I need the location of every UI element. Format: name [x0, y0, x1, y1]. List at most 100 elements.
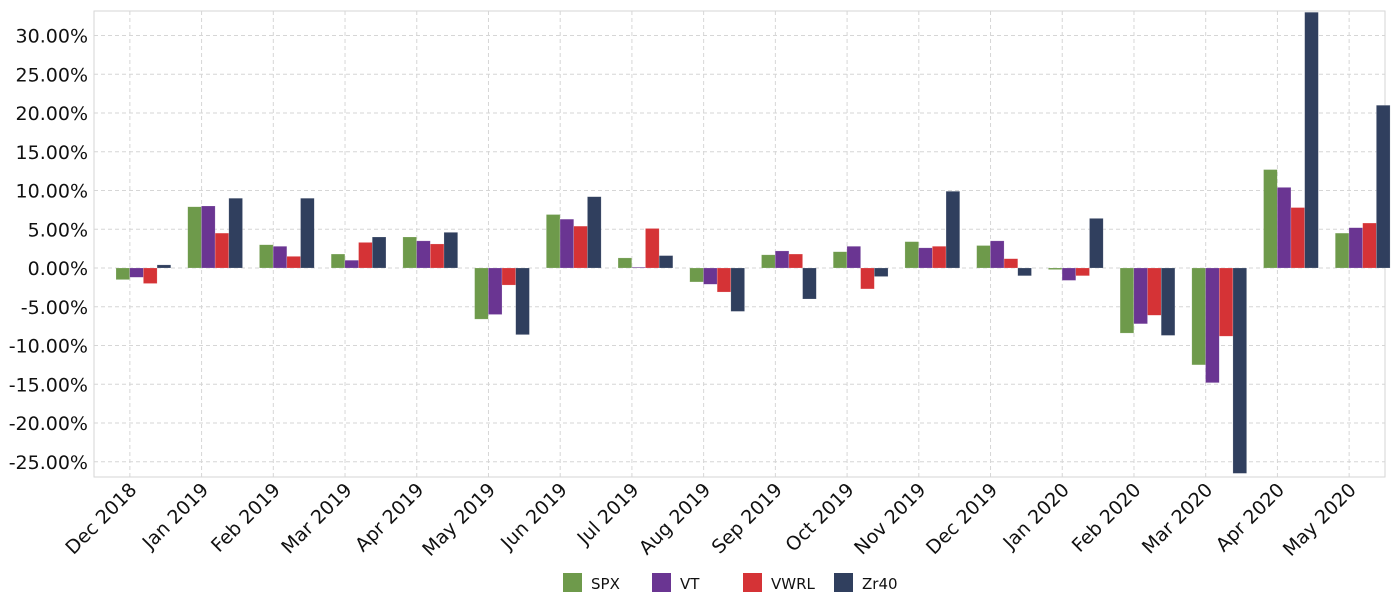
bar-zr40-mar-2019 [372, 236, 387, 269]
bar-zr40-mar-2020 [1232, 267, 1247, 474]
bar-spx-aug-2019 [689, 267, 704, 283]
bar-zr40-jul-2019 [658, 255, 674, 269]
bar-vt-oct-2019 [846, 246, 861, 269]
x-tick-label: Apr 2020 [1212, 479, 1289, 556]
x-tick-label: Feb 2019 [207, 479, 285, 557]
y-tick-label: -25.00% [9, 452, 88, 474]
bar-vwrl-feb-2019 [286, 256, 301, 269]
x-tick-label: Jan 2019 [138, 479, 213, 554]
bar-vwrl-mar-2019 [358, 242, 373, 269]
bar-vt-jul-2019 [631, 266, 646, 269]
plot-frame [93, 10, 1386, 478]
bar-spx-feb-2020 [1119, 267, 1135, 334]
x-tick-label: May 2019 [418, 479, 500, 561]
bar-spx-apr-2019 [402, 236, 417, 269]
bar-vt-apr-2019 [416, 240, 431, 269]
bar-vwrl-feb-2020 [1147, 267, 1162, 316]
bar-vt-dec-2019 [990, 240, 1005, 269]
legend-label: VWRL [771, 575, 816, 593]
grid-lines [93, 10, 1386, 478]
bar-vwrl-oct-2019 [860, 267, 875, 290]
bar-spx-mar-2019 [330, 253, 346, 269]
bar-vwrl-nov-2019 [932, 246, 947, 269]
y-tick-label: 0.00% [28, 258, 88, 280]
bar-vt-jun-2019 [559, 218, 574, 269]
bar-zr40-dec-2019 [1017, 267, 1032, 276]
x-tick-label: Oct 2019 [781, 479, 858, 556]
x-tick-label: Jul 2019 [573, 479, 644, 550]
bar-spx-may-2019 [474, 267, 489, 320]
y-tick-label: 25.00% [16, 64, 88, 86]
x-tick-label: Nov 2019 [850, 479, 930, 559]
x-tick-label: Feb 2020 [1068, 479, 1146, 557]
bar-vwrl-may-2019 [501, 267, 516, 286]
bar-spx-jun-2019 [546, 214, 561, 269]
legend-swatch [563, 573, 582, 592]
bar-spx-jan-2019 [187, 206, 202, 269]
bar-spx-sep-2019 [761, 254, 776, 269]
bar-zr40-sep-2019 [802, 267, 817, 300]
bar-vt-jan-2019 [201, 205, 216, 269]
bar-vt-jan-2020 [1061, 267, 1077, 281]
bar-zr40-feb-2019 [300, 198, 315, 269]
y-tick-label: -20.00% [9, 413, 88, 435]
legend-label: Zr40 [862, 575, 898, 593]
bar-vt-mar-2020 [1205, 267, 1220, 383]
bar-vwrl-sep-2019 [788, 253, 803, 269]
bar-vt-may-2020 [1348, 227, 1363, 269]
bar-spx-may-2020 [1335, 232, 1350, 269]
bar-zr40-nov-2019 [945, 191, 960, 269]
x-tick-label: Sep 2019 [708, 479, 787, 558]
legend-swatch [834, 573, 853, 592]
bar-spx-apr-2020 [1263, 169, 1278, 269]
y-tick-label: 20.00% [16, 103, 88, 125]
bar-vwrl-jul-2019 [645, 228, 660, 269]
bar-vwrl-jan-2020 [1075, 267, 1090, 276]
legend-label: SPX [591, 575, 620, 593]
legend-swatch [743, 573, 762, 592]
bar-vt-sep-2019 [774, 250, 790, 269]
bar-vt-nov-2019 [918, 247, 933, 269]
bar-vwrl-jun-2019 [573, 225, 588, 269]
bar-spx-dec-2018 [115, 267, 130, 280]
legend-item-vwrl: VWRL [743, 573, 816, 593]
bar-vwrl-dec-2018 [143, 267, 158, 284]
x-tick-label: Apr 2019 [351, 479, 428, 556]
x-tick-label: May 2020 [1279, 479, 1361, 561]
bar-zr40-jan-2019 [228, 198, 243, 269]
y-tick-label: 5.00% [28, 219, 88, 241]
bars [115, 12, 1391, 474]
bar-spx-nov-2019 [904, 241, 919, 269]
bar-zr40-may-2020 [1376, 105, 1391, 269]
bar-spx-mar-2020 [1191, 267, 1206, 366]
y-tick-label: 10.00% [16, 181, 88, 203]
legend-label: VT [680, 575, 700, 593]
bar-vt-feb-2020 [1133, 267, 1148, 325]
y-tick-label: 30.00% [16, 26, 88, 48]
bar-vwrl-dec-2019 [1003, 258, 1019, 269]
legend-swatch [652, 573, 671, 592]
x-tick-label: Dec 2019 [922, 479, 1002, 559]
y-tick-label: -15.00% [9, 374, 88, 396]
legend: SPX VT VWRL Zr40 [563, 573, 898, 593]
bar-vwrl-apr-2020 [1290, 207, 1305, 269]
legend-item-zr40: Zr40 [834, 573, 898, 593]
bar-vt-mar-2019 [344, 260, 359, 269]
bar-vwrl-mar-2020 [1218, 267, 1234, 337]
y-tick-label: -5.00% [21, 297, 88, 319]
x-tick-label: Dec 2018 [61, 479, 141, 559]
bar-spx-feb-2019 [259, 244, 274, 269]
bar-spx-dec-2019 [976, 245, 991, 269]
bar-vwrl-may-2020 [1362, 222, 1377, 269]
x-tick-label: Mar 2019 [277, 479, 356, 558]
bar-vwrl-aug-2019 [716, 267, 732, 293]
x-tick-label: Jan 2020 [998, 479, 1073, 554]
legend-item-spx: SPX [563, 573, 620, 593]
bar-vt-aug-2019 [703, 267, 718, 285]
bar-vwrl-jan-2019 [214, 232, 230, 269]
bar-zr40-oct-2019 [874, 267, 889, 277]
legend-item-vt: VT [652, 573, 700, 593]
bar-zr40-aug-2019 [730, 267, 745, 312]
